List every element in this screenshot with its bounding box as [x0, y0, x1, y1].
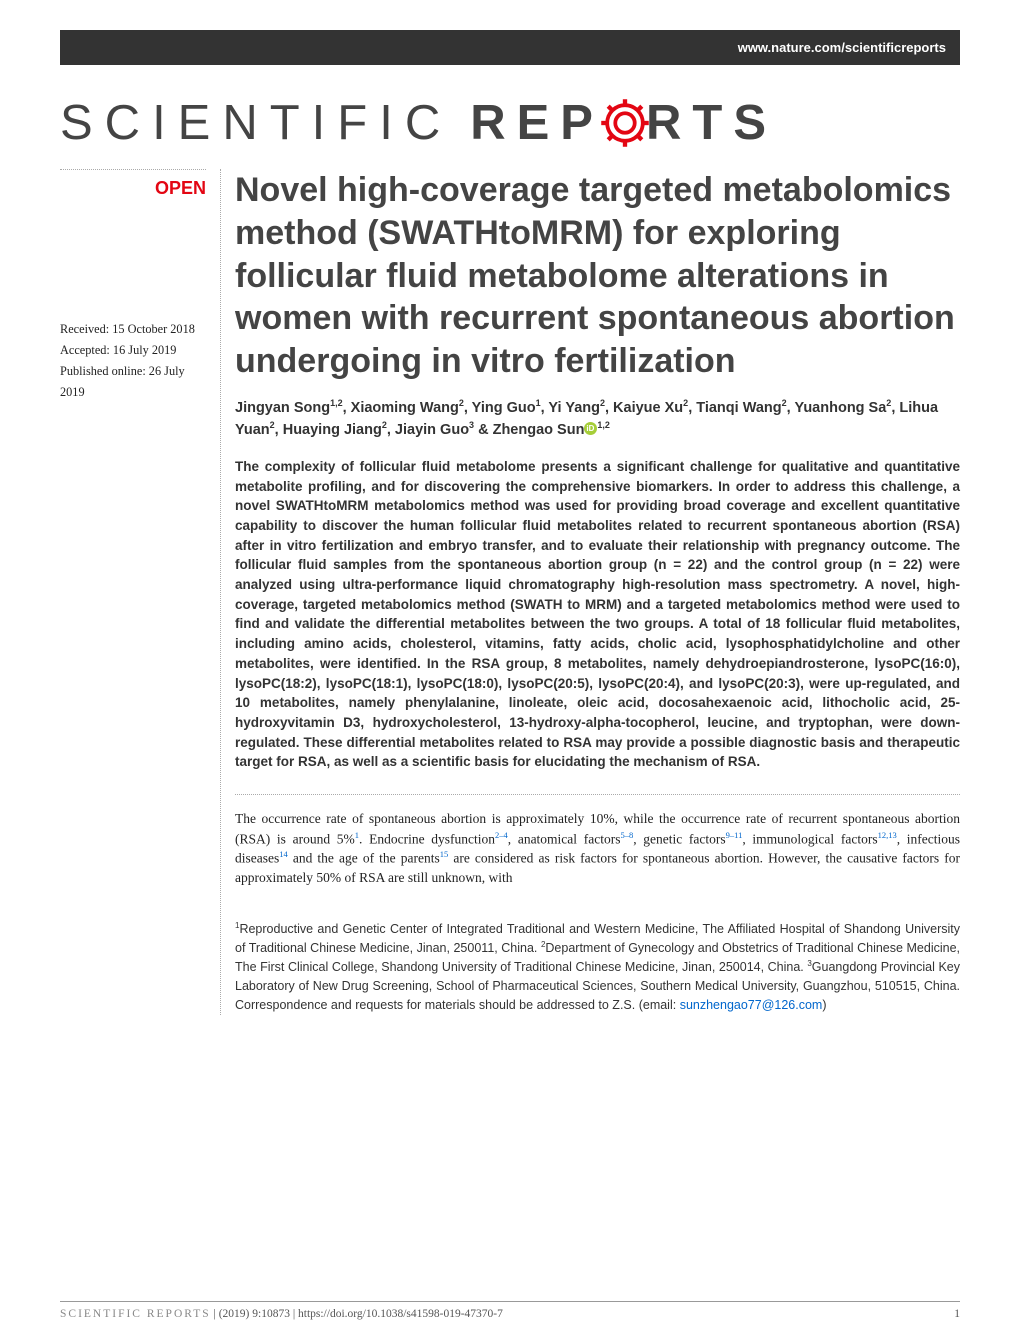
- citation-ref[interactable]: 15: [440, 849, 449, 859]
- header-bar: www.nature.com/scientificreports: [60, 30, 960, 65]
- logo-part2: REP: [470, 95, 604, 151]
- citation-ref[interactable]: 14: [279, 849, 288, 859]
- footer-citation: SCIENTIFIC REPORTS | (2019) 9:10873 | ht…: [60, 1308, 503, 1320]
- page-number: 1: [954, 1308, 960, 1320]
- citation-ref[interactable]: 5–8: [620, 830, 633, 840]
- logo-part1: SCIENTIFIC: [60, 95, 452, 151]
- citation-ref[interactable]: 2–4: [495, 830, 508, 840]
- gear-icon: [598, 96, 652, 150]
- abstract: The complexity of follicular fluid metab…: [235, 457, 960, 772]
- left-column: OPEN Received: 15 October 2018 Accepted:…: [60, 169, 220, 1015]
- body-paragraph: The occurrence rate of spontaneous abort…: [235, 809, 960, 888]
- orcid-icon[interactable]: [584, 422, 597, 435]
- correspondence-email[interactable]: sunzhengao77@126.com: [680, 998, 823, 1012]
- main-content: OPEN Received: 15 October 2018 Accepted:…: [60, 169, 960, 1015]
- affiliations: 1Reproductive and Genetic Center of Inte…: [235, 920, 960, 1015]
- citation-ref[interactable]: 9–11: [726, 830, 743, 840]
- open-access-badge: OPEN: [60, 178, 206, 199]
- header-url[interactable]: www.nature.com/scientificreports: [738, 40, 946, 55]
- author-list: Jingyan Song1,2, Xiaoming Wang2, Ying Gu…: [235, 397, 960, 441]
- article-title: Novel high-coverage targeted metabolomic…: [235, 169, 960, 383]
- logo-part3: RTS: [646, 95, 777, 151]
- separator: [235, 794, 960, 795]
- citation-ref[interactable]: 12,13: [878, 830, 897, 840]
- page-root: www.nature.com/scientificreports SCIENTI…: [0, 0, 1020, 1340]
- right-column: Novel high-coverage targeted metabolomic…: [220, 169, 960, 1015]
- article-dates: Received: 15 October 2018 Accepted: 16 J…: [60, 319, 206, 403]
- author-final-affil: 1,2: [597, 420, 610, 430]
- date-received: Received: 15 October 2018: [60, 319, 206, 340]
- page-footer: SCIENTIFIC REPORTS | (2019) 9:10873 | ht…: [60, 1301, 960, 1320]
- date-accepted: Accepted: 16 July 2019: [60, 340, 206, 361]
- date-published: Published online: 26 July 2019: [60, 361, 206, 403]
- journal-logo: SCIENTIFIC REP RTS: [60, 95, 960, 151]
